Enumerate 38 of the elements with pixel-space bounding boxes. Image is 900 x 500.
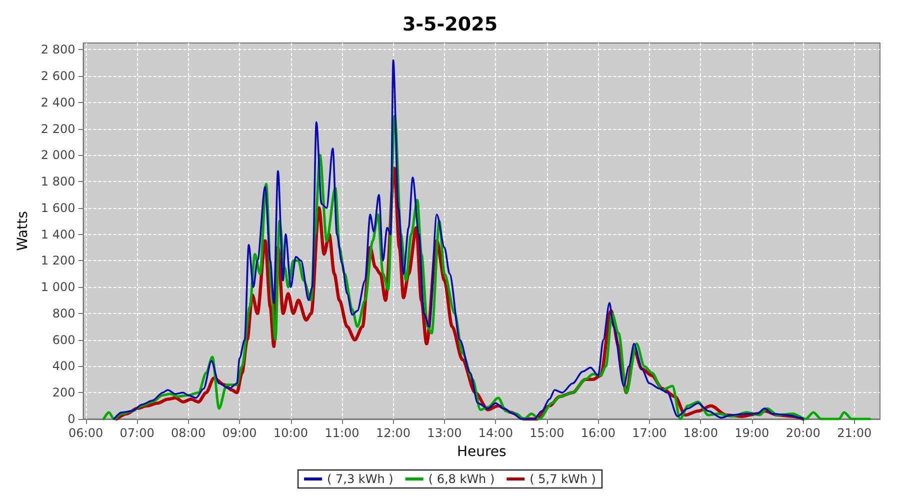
- x-tick-label: 14:00: [478, 426, 514, 440]
- x-tick-label: 10:00: [273, 426, 308, 440]
- y-tick-label: 1 400: [40, 227, 76, 242]
- x-tick-label: 11:00: [324, 426, 360, 440]
- x-tick-label: 13:00: [427, 426, 462, 440]
- y-tick-label: 0: [68, 412, 76, 426]
- chart-title: 3-5-2025: [402, 14, 498, 36]
- x-tick-label: 19:00: [734, 426, 770, 440]
- x-tick-label: 16:00: [580, 426, 616, 440]
- y-tick-label: 2 200: [40, 122, 76, 136]
- x-tick-label: 12:00: [376, 426, 411, 440]
- x-tick-label: 08:00: [170, 426, 206, 440]
- y-axis-title: Watts: [15, 211, 31, 251]
- x-tick-label: 06:00: [68, 426, 104, 440]
- y-tick-label: 1 000: [40, 280, 76, 294]
- y-tick-label: 2 000: [40, 148, 76, 162]
- x-tick-label: 20:00: [786, 426, 820, 440]
- x-axis-title: Heures: [456, 444, 506, 460]
- y-tick-label: 2 600: [40, 68, 76, 83]
- y-tick-label: 600: [52, 332, 76, 347]
- legend-label: ( 7,3 kWh ): [327, 472, 394, 486]
- y-tick-label: 1 800: [40, 174, 76, 189]
- x-tick-label: 15:00: [530, 426, 564, 440]
- y-tick-label: 1 600: [40, 200, 76, 215]
- y-tick-label: 2 400: [40, 95, 76, 110]
- y-tick-label: 2 800: [40, 42, 76, 57]
- x-tick-label: 09:00: [222, 426, 257, 440]
- y-tick-label: 200: [52, 386, 76, 400]
- x-tick-label: 21:00: [837, 426, 872, 440]
- y-tick-label: 800: [52, 306, 76, 320]
- y-tick-label: 1 200: [40, 254, 76, 268]
- legend-label: ( 5,7 kWh ): [530, 472, 596, 486]
- line-series: [113, 59, 804, 420]
- legend-label: ( 6,8 kWh ): [428, 472, 495, 486]
- x-tick-label: 17:00: [632, 426, 667, 440]
- x-tick-label: 18:00: [683, 426, 718, 440]
- x-tick-label: 07:00: [120, 426, 154, 440]
- y-tick-label: 400: [52, 359, 76, 374]
